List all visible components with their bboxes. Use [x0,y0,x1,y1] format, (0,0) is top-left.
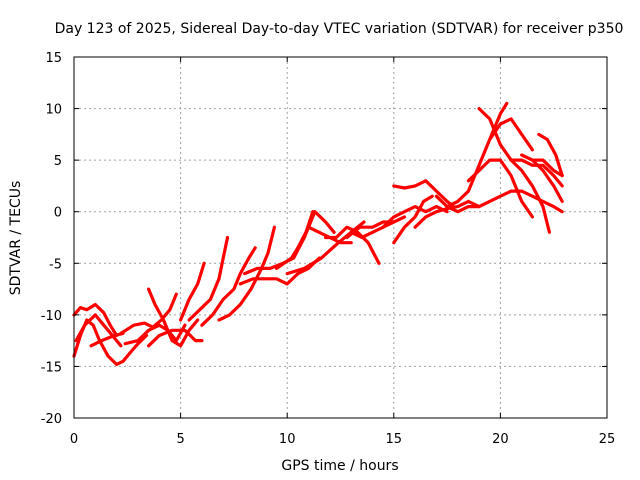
series-line-arc-18 [324,225,381,265]
series-line-arc-25 [434,189,564,214]
y-tick-label: 0 [54,206,62,221]
series-line-arc-4 [89,331,125,348]
x-tick-label: 10 [279,432,296,447]
series-line-arc-29 [488,117,535,152]
series-line-arc-13 [238,256,321,286]
series-line-arc-24 [413,199,481,229]
series-line-arc-23 [392,194,434,245]
series-line-arc-20 [349,215,407,240]
y-tick-label: -10 [41,309,62,324]
axis-ticks: 0 5 10 15 20 25 -20 -15 -10 -5 0 5 10 15 [41,51,616,447]
series-line-arc-15 [274,210,336,270]
chart-title: Day 123 of 2025, Sidereal Day-to-day VTE… [55,21,624,37]
x-tick-label: 0 [70,432,78,447]
series-line-arc-2 [72,302,119,338]
series-line-arc-12 [217,225,276,322]
y-tick-label: 5 [54,154,62,169]
y-axis-label: SDTVAR / TECUs [8,181,24,296]
plot-frame [73,56,608,419]
series-line-arc-22 [392,179,456,209]
series-line-arc-31 [530,158,564,178]
y-tick-label: 10 [45,103,62,118]
series-line-arc-26 [445,101,509,209]
y-tick-label: -20 [41,412,62,427]
y-tick-label: -15 [41,360,62,375]
series-line-arc-11 [200,246,257,327]
x-tick-label: 15 [386,432,403,447]
series-line-arc-27 [466,158,535,219]
series-line-arc-28 [477,106,552,234]
series-line-arc-32 [520,153,564,203]
series-line-arc-7 [147,287,200,348]
series-line-arc-16 [296,225,353,250]
x-axis-label: GPS time / hours [281,458,398,474]
series-line-arc-8 [147,328,204,348]
y-tick-label: 15 [45,51,62,66]
series-line-arc-10 [187,235,230,322]
series-line-arc-33 [537,132,564,178]
series-line-arc-9 [179,261,206,322]
y-tick-label: -5 [49,257,62,272]
x-tick-label: 20 [492,432,509,447]
x-tick-label: 25 [599,432,616,447]
series-line-arc-6 [123,323,187,346]
series-line-arc-21 [381,205,449,229]
grid-lines [74,57,607,418]
series-group [72,101,564,366]
x-tick-label: 5 [176,432,184,447]
